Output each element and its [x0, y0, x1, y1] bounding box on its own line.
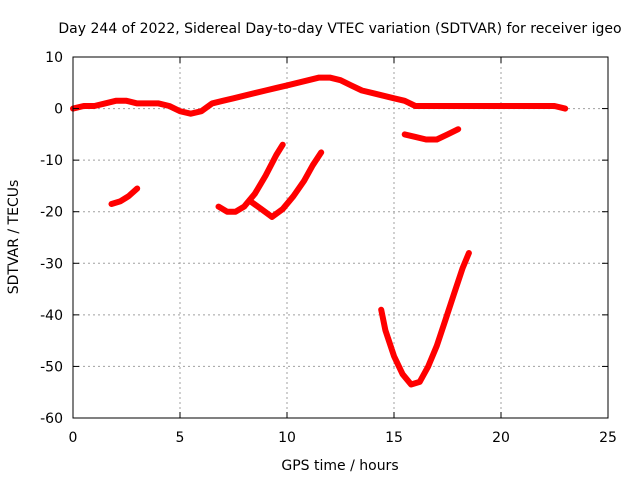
x-tick-labels: 0 5 10 15 20 25 — [69, 430, 617, 446]
y-tick-label: -20 — [40, 205, 63, 221]
y-tick-label: 0 — [54, 102, 63, 118]
series-arc-main — [70, 74, 569, 117]
plot-frame — [72, 56, 609, 419]
x-axis-label: GPS time / hours — [281, 458, 398, 474]
series-arc-2h — [108, 185, 141, 207]
axis-ticks — [72, 56, 609, 419]
x-tick-label: 0 — [69, 430, 78, 446]
y-tick-labels: 10 0 -10 -20 -30 -40 -50 -60 — [40, 50, 63, 427]
x-tick-label: 25 — [599, 430, 617, 446]
x-tick-label: 15 — [385, 430, 403, 446]
data-series — [70, 74, 569, 388]
grid — [73, 57, 608, 418]
x-tick-label: 10 — [278, 430, 296, 446]
series-arc-9h — [247, 149, 325, 220]
y-tick-label: 10 — [45, 50, 63, 66]
y-tick-label: -10 — [40, 153, 63, 169]
y-tick-label: -40 — [40, 308, 63, 324]
y-tick-label: -50 — [40, 359, 63, 375]
x-tick-label: 5 — [176, 430, 185, 446]
series-arc-17h — [401, 126, 462, 143]
x-tick-label: 20 — [492, 430, 510, 446]
y-tick-label: -60 — [40, 411, 63, 427]
chart-title: Day 244 of 2022, Sidereal Day-to-day VTE… — [58, 21, 621, 37]
series-arc-16h — [378, 250, 472, 388]
y-tick-label: -30 — [40, 256, 63, 272]
y-axis-label: SDTVAR / TECUs — [6, 180, 22, 295]
